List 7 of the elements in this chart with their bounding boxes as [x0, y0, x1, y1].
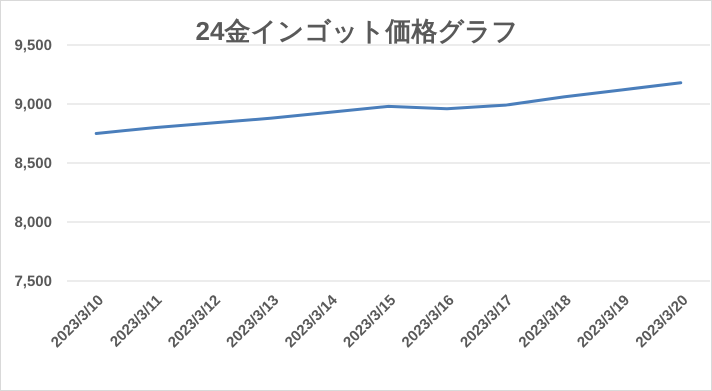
- y-tick-label: 9,000: [14, 96, 52, 113]
- y-tick-label: 9,500: [14, 37, 52, 54]
- chart-title: 24金インゴット価格グラフ: [196, 16, 518, 46]
- y-tick-label: 8,000: [14, 214, 52, 231]
- y-tick-label: 7,500: [14, 273, 52, 290]
- line-series: [94, 81, 682, 135]
- y-tick-label: 8,500: [14, 155, 52, 172]
